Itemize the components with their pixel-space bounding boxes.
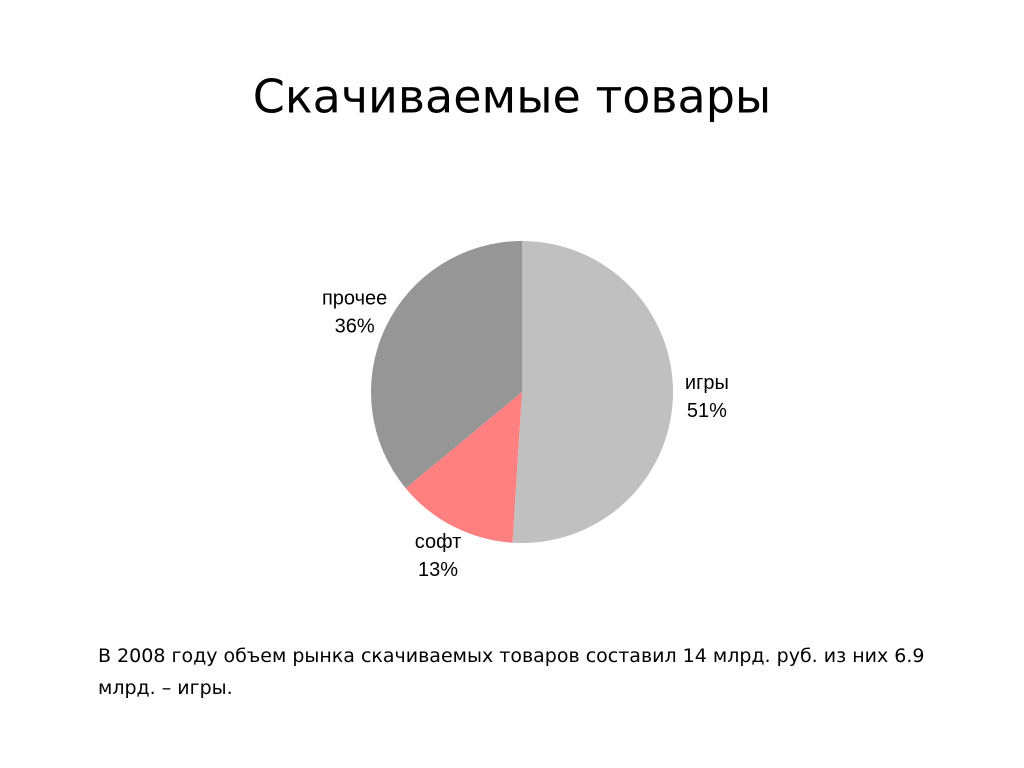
slice-value-label: 51%: [687, 400, 727, 422]
pie-slice: [512, 241, 674, 543]
slice-value-label: 13%: [418, 559, 458, 581]
slice-value-label: 36%: [335, 316, 375, 338]
chart-title: Скачиваемые товары: [253, 70, 771, 124]
slice-label: игры: [685, 372, 729, 394]
pie-slice: [405, 392, 522, 543]
slice-label: прочее: [322, 288, 387, 310]
slice-label: софт: [415, 531, 462, 553]
caption: В 2008 году объем рынка скачиваемых това…: [98, 645, 925, 699]
pie-slice: [371, 241, 522, 489]
